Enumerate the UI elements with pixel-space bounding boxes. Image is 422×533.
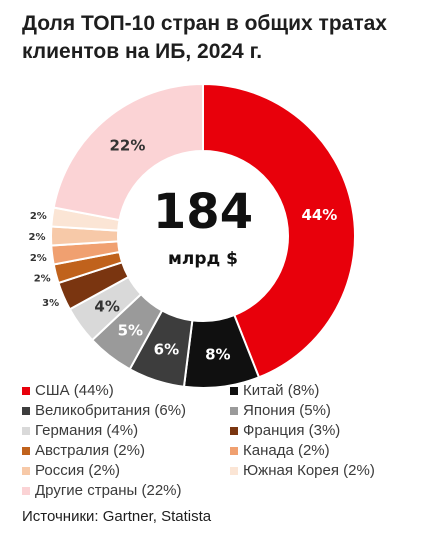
legend-label: США (44%) bbox=[35, 382, 114, 399]
legend-item-4: Япония (5%) bbox=[230, 401, 417, 421]
slice-value-label-8: 2% bbox=[30, 253, 47, 264]
legend-swatch bbox=[230, 447, 238, 455]
slice-value-label-2: 8% bbox=[205, 346, 230, 364]
legend-label: Китай (8%) bbox=[243, 382, 320, 399]
legend-label: Южная Корея (2%) bbox=[243, 462, 375, 479]
slice-value-label-11: 22% bbox=[110, 137, 146, 155]
legend-swatch bbox=[22, 447, 30, 455]
chart-legend: США (44%) Китай (8%) Великобритания (6%) Яп… bbox=[22, 381, 417, 501]
legend-item-5: Германия (4%) bbox=[22, 421, 230, 441]
center-total-unit: млрд $ bbox=[168, 249, 238, 269]
slice-value-label-10: 2% bbox=[30, 211, 47, 222]
legend-swatch bbox=[230, 467, 238, 475]
legend-item-1: США (44%) bbox=[22, 381, 230, 401]
legend-swatch bbox=[22, 427, 30, 435]
donut-slice-11 bbox=[52, 82, 204, 222]
slice-labels: 44% 8% 6% 5% 4% 3% 2% 2% 2% 2% 22% bbox=[29, 137, 338, 364]
legend-item-9: Россия (2%) bbox=[22, 461, 230, 481]
legend-swatch bbox=[22, 407, 30, 415]
legend-item-11: Другие страны (22%) bbox=[22, 481, 230, 501]
source-note: Источники: Gartner, Statista bbox=[22, 508, 212, 525]
chart-title: Доля ТОП-10 стран в общих тратах клиенто… bbox=[22, 12, 387, 63]
legend-swatch bbox=[230, 427, 238, 435]
donut-slice-1 bbox=[202, 82, 356, 379]
slice-value-label-7: 2% bbox=[34, 273, 51, 284]
legend-swatch bbox=[22, 387, 30, 395]
slice-value-label-6: 3% bbox=[42, 298, 59, 309]
legend-label: Канада (2%) bbox=[243, 442, 330, 459]
legend-item-8: Канада (2%) bbox=[230, 441, 417, 461]
slice-value-label-9: 2% bbox=[29, 232, 46, 243]
legend-swatch bbox=[230, 407, 238, 415]
legend-label: Япония (5%) bbox=[243, 402, 331, 419]
slice-value-label-3: 6% bbox=[154, 341, 179, 359]
legend-label: Германия (4%) bbox=[35, 422, 139, 439]
legend-label: Австралия (2%) bbox=[35, 442, 145, 459]
center-total-value: 184 bbox=[153, 184, 253, 240]
legend-item-6: Франция (3%) bbox=[230, 421, 417, 441]
legend-item-10: Южная Корея (2%) bbox=[230, 461, 417, 481]
legend-item-7: Австралия (2%) bbox=[22, 441, 230, 461]
legend-swatch bbox=[22, 467, 30, 475]
legend-item-3: Великобритания (6%) bbox=[22, 401, 230, 421]
slice-value-label-1: 44% bbox=[301, 206, 337, 224]
legend-label: Россия (2%) bbox=[35, 462, 121, 479]
legend-label: Другие страны (22%) bbox=[35, 482, 182, 499]
slice-value-label-4: 5% bbox=[118, 322, 143, 340]
donut-slices bbox=[50, 82, 356, 389]
legend-swatch bbox=[22, 487, 30, 495]
legend-item-2: Китай (8%) bbox=[230, 381, 417, 401]
legend-label: Великобритания (6%) bbox=[35, 402, 187, 419]
slice-value-label-5: 4% bbox=[94, 298, 119, 316]
legend-label: Франция (3%) bbox=[243, 422, 341, 439]
legend-swatch bbox=[230, 387, 238, 395]
